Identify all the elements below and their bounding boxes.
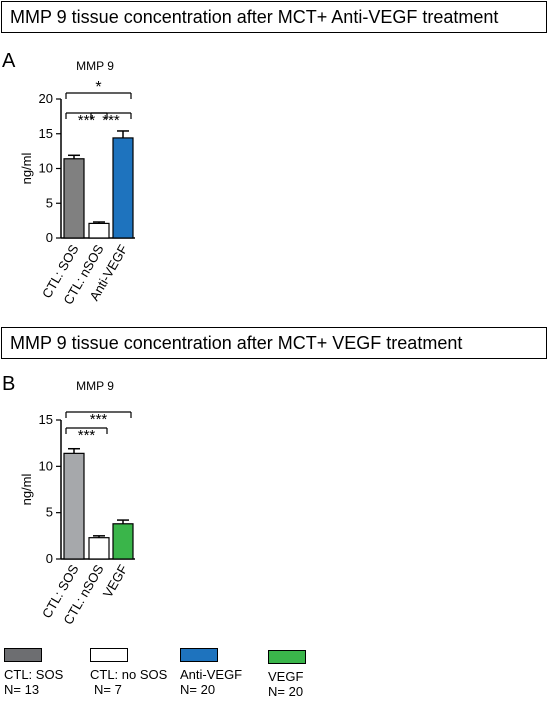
y-axis-label: ng/ml — [19, 152, 34, 184]
y-tick-label: 0 — [46, 551, 53, 566]
y-tick-label: 15 — [39, 412, 53, 427]
legend-n-ctl-no-sos: N= 7 — [94, 682, 122, 697]
y-axis-label: ng/ml — [19, 473, 34, 505]
chart-title: MMP 9 — [76, 59, 114, 73]
legend-item-ctl-no-sos: CTL: no SOS N= 7 — [90, 648, 167, 697]
legend-swatch-vegf — [268, 650, 306, 664]
significance-label: * — [95, 79, 101, 96]
legend-n-vegf: N= 20 — [268, 684, 304, 699]
legend-n-anti-vegf: N= 20 — [180, 682, 216, 697]
y-tick-label: 15 — [39, 126, 53, 141]
panel-a-banner: MMP 9 tissue concentration after MCT+ An… — [1, 1, 547, 33]
bar — [112, 523, 134, 560]
legend-item-ctl-sos: CTL: SOS N= 13 — [4, 648, 63, 697]
y-tick-label: 0 — [46, 230, 53, 245]
panel-a-letter: A — [2, 50, 16, 72]
legend-swatch-anti-vegf — [180, 648, 218, 662]
panel-b-banner: MMP 9 tissue concentration after MCT+ VE… — [1, 327, 547, 359]
legend-item-anti-vegf: Anti-VEGF N= 20 — [180, 648, 242, 697]
chart-title: MMP 9 — [76, 379, 114, 393]
significance-label: *** — [78, 427, 96, 444]
category-label: VEGF — [100, 562, 131, 600]
legend-swatch-ctl-no-sos — [90, 648, 128, 662]
y-tick-label: 20 — [39, 91, 53, 106]
legend-label-ctl-sos: CTL: SOS — [4, 667, 64, 682]
y-tick-label: 10 — [39, 458, 53, 473]
legend-label-anti-vegf: Anti-VEGF — [180, 667, 243, 682]
legend-label-ctl-no-sos: CTL: no SOS — [90, 667, 168, 682]
significance-label: *** — [102, 112, 120, 129]
legend-swatch-ctl-sos — [4, 648, 42, 662]
panel-b-letter: B — [2, 373, 16, 395]
bar — [63, 452, 85, 560]
legend-item-vegf: VEGF N= 20 — [268, 650, 306, 699]
y-tick-label: 5 — [46, 195, 53, 210]
y-tick-label: 5 — [46, 505, 53, 520]
bar — [88, 537, 110, 560]
legend: CTL: SOS N= 13 CTL: no SOS N= 7 Anti-VEG… — [0, 648, 550, 702]
y-tick-label: 10 — [39, 161, 53, 176]
significance-label: *** — [90, 411, 108, 428]
legend-label-vegf: VEGF — [268, 669, 304, 684]
legend-n-ctl-sos: N= 13 — [4, 682, 40, 697]
